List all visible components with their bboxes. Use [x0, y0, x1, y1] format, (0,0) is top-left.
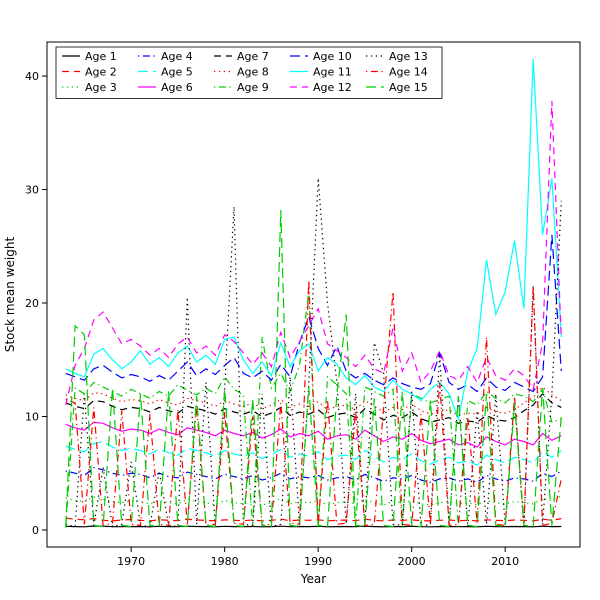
x-tick-label: 1970: [117, 555, 145, 568]
series-line-age-10: [65, 234, 562, 393]
y-tick-label: 0: [32, 524, 39, 537]
legend-label-age-13: Age 13: [389, 50, 428, 63]
x-axis-label: Year: [300, 572, 326, 586]
x-tick-label: 2000: [398, 555, 426, 568]
legend-label-age-10: Age 10: [313, 50, 352, 63]
series-line-age-1: [65, 525, 562, 528]
legend-box: [55, 46, 443, 99]
y-tick-label: 20: [25, 297, 39, 310]
legend-label-age-15: Age 15: [389, 81, 428, 94]
x-tick-label: 2010: [491, 555, 519, 568]
legend-label-age-7: Age 7: [237, 50, 269, 63]
series-line-age-15: [65, 209, 562, 528]
series-group: [65, 58, 562, 528]
plot-border: [46, 41, 581, 548]
x-tick-label: 1990: [304, 555, 332, 568]
series-line-age-11: [65, 58, 562, 421]
series-line-age-14: [65, 280, 562, 527]
legend-label-age-5: Age 5: [161, 66, 193, 79]
x-tick-label: 1980: [211, 555, 239, 568]
legend-label-age-9: Age 9: [237, 81, 269, 94]
legend-label-age-6: Age 6: [161, 81, 193, 94]
legend-label-age-12: Age 12: [313, 81, 352, 94]
legend-label-age-14: Age 14: [389, 66, 428, 79]
legend-label-age-11: Age 11: [313, 66, 352, 79]
y-tick-label: 40: [25, 70, 39, 83]
series-line-age-6: [65, 421, 562, 448]
y-tick-label: 30: [25, 184, 39, 197]
y-axis-label: Stock mean weight: [3, 237, 17, 353]
series-line-age-4: [65, 466, 562, 483]
legend-label-age-2: Age 2: [85, 66, 117, 79]
legend-label-age-1: Age 1: [85, 50, 117, 63]
series-line-age-12: [65, 100, 562, 406]
series-line-age-13: [65, 178, 562, 528]
series-line-age-2: [65, 517, 562, 522]
legend-label-age-4: Age 4: [161, 50, 193, 63]
y-tick-label: 10: [25, 410, 39, 423]
legend-label-age-3: Age 3: [85, 81, 117, 94]
legend-label-age-8: Age 8: [237, 66, 269, 79]
series-line-age-3: [65, 495, 562, 506]
